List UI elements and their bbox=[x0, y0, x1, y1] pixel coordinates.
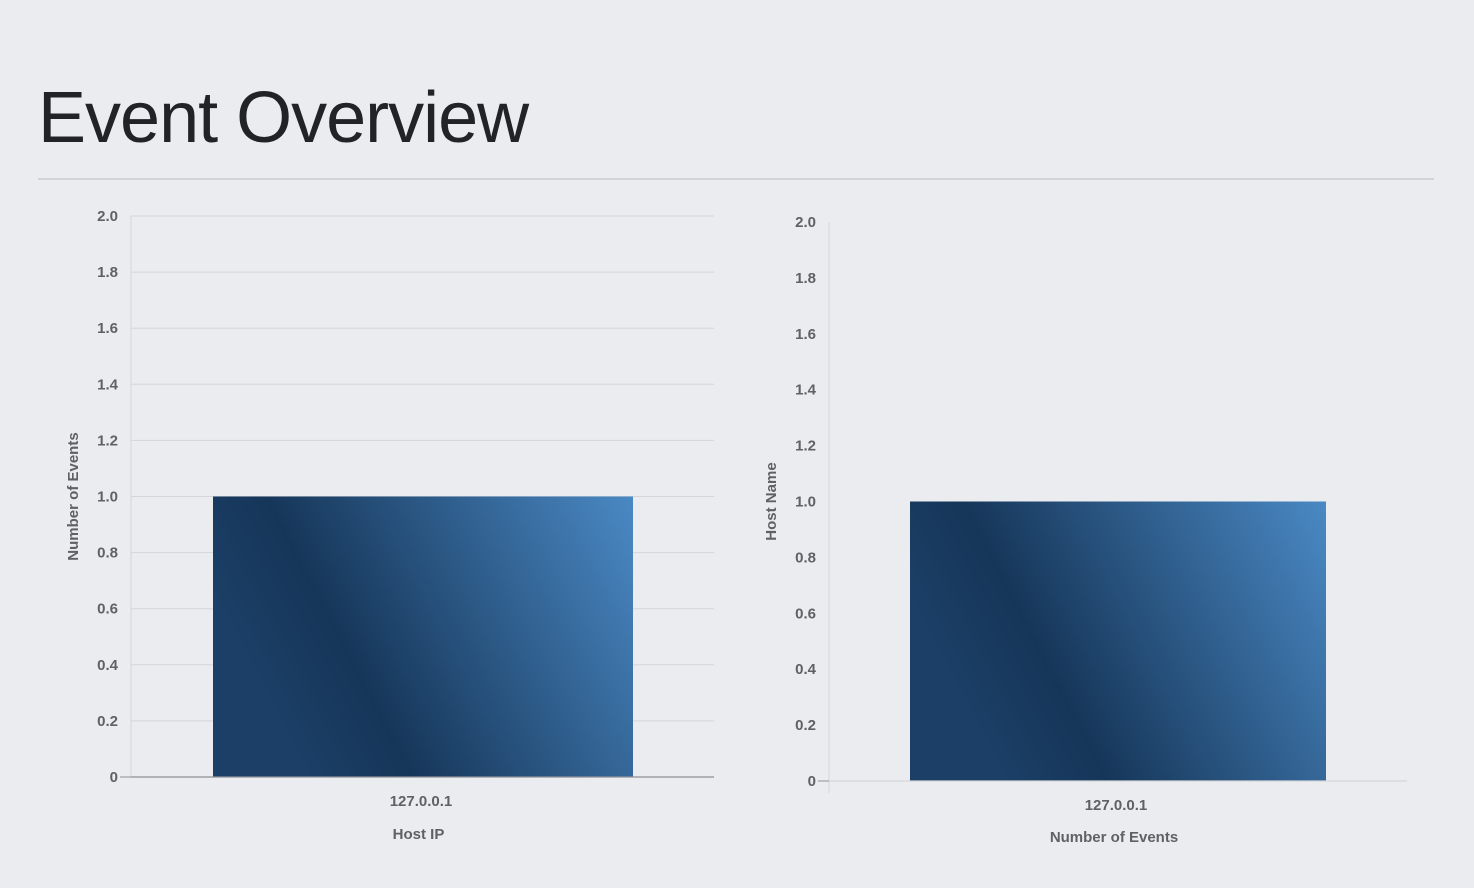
y-tick-label: 0.2 bbox=[97, 713, 118, 730]
y-tick-label: 0 bbox=[110, 769, 118, 786]
y-tick-label: 2.0 bbox=[97, 208, 118, 225]
host-ip-bar-chart: 0 0.2 0.4 0.6 0.8 1.0 1.2 1.4 1.6 1.8 2.0 127.0.0.1… bbox=[65, 208, 714, 843]
page-title: Event Overview bbox=[38, 78, 529, 158]
y-tick-label: 1.6 bbox=[97, 320, 118, 337]
y-tick-label: 1.4 bbox=[97, 376, 119, 393]
x-axis-title: Number of Events bbox=[1050, 829, 1178, 846]
y-tick-label: 1.0 bbox=[97, 489, 118, 506]
y-tick-label: 0.4 bbox=[97, 657, 119, 674]
title-divider bbox=[38, 178, 1434, 180]
y-tick-label: 0.8 bbox=[97, 545, 118, 562]
y-tick-label: 0.6 bbox=[795, 605, 816, 622]
y-tick-label: 0 bbox=[808, 773, 816, 790]
y-axis-title: Number of Events bbox=[65, 432, 82, 560]
y-tick-label: 1.8 bbox=[97, 264, 118, 281]
x-tick-label: 127.0.0.1 bbox=[390, 793, 453, 810]
y-tick-label: 1.4 bbox=[795, 382, 817, 399]
y-tick-label: 0.8 bbox=[795, 549, 816, 566]
bar-127.0.0.1 bbox=[910, 501, 1326, 781]
x-tick-label: 127.0.0.1 bbox=[1085, 797, 1148, 814]
y-tick-label: 2.0 bbox=[795, 214, 816, 231]
y-tick-label: 0.6 bbox=[97, 601, 118, 618]
y-tick-label: 1.8 bbox=[795, 270, 816, 287]
y-tick-label: 1.6 bbox=[795, 326, 816, 343]
y-tick-label: 1.2 bbox=[795, 438, 816, 455]
y-tick-label: 1.2 bbox=[97, 432, 118, 449]
y-tick-label: 0.4 bbox=[795, 661, 817, 678]
bar-127.0.0.1 bbox=[213, 496, 633, 777]
y-axis-title: Host Name bbox=[763, 462, 780, 540]
y-tick-label: 0.2 bbox=[795, 717, 816, 734]
x-axis-title: Host IP bbox=[393, 826, 445, 843]
y-tick-label: 1.0 bbox=[795, 494, 816, 511]
